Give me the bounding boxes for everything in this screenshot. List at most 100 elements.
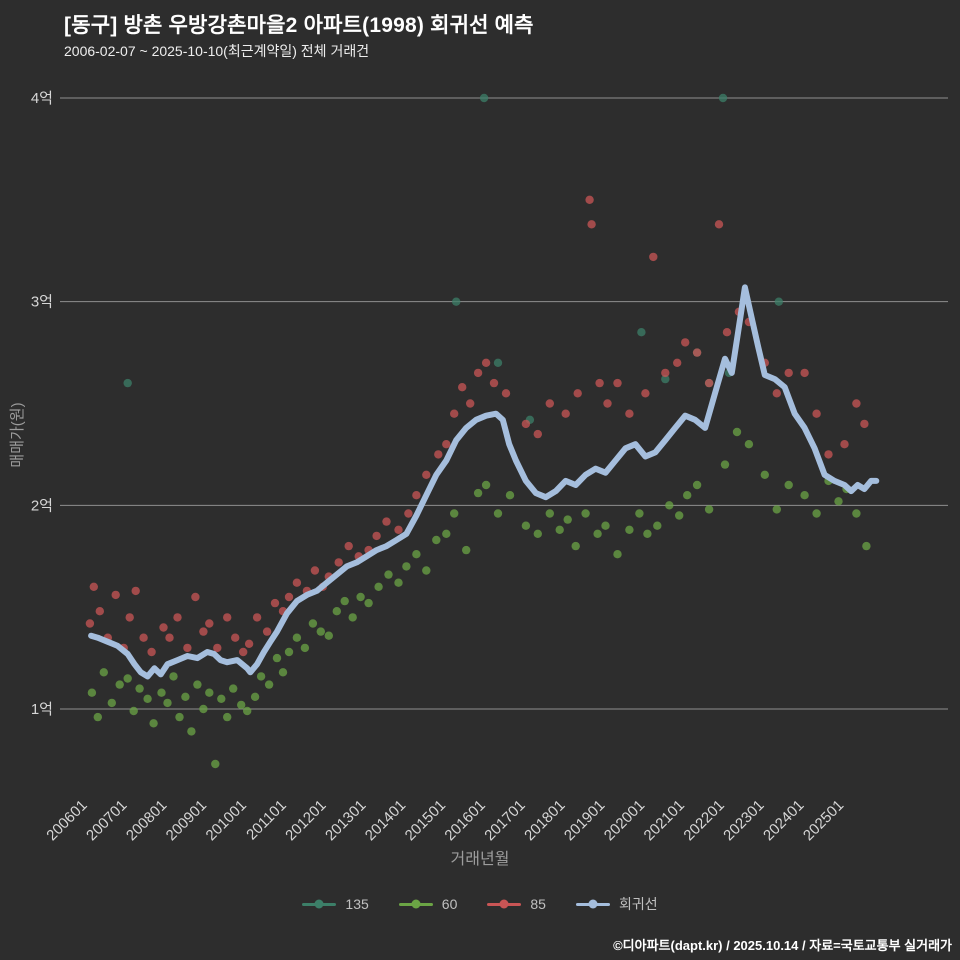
scatter-point-60 [300, 643, 310, 653]
scatter-point-60 [243, 706, 252, 716]
scatter-point-60 [394, 578, 403, 587]
scatter-point-85 [382, 517, 391, 526]
scatter-point-60 [593, 529, 602, 538]
scatter-point-85 [533, 429, 542, 439]
scatter-point-60 [760, 470, 769, 479]
scatter-point-60 [493, 509, 503, 518]
scatter-point-85 [613, 378, 622, 388]
scatter-point-85 [681, 338, 690, 347]
scatter-point-60 [800, 491, 809, 500]
scatter-point-60 [505, 491, 515, 500]
scatter-point-60 [555, 525, 564, 534]
scatter-point-60 [384, 570, 393, 579]
x-tick-label: 202001 [601, 797, 648, 844]
scatter-point-60 [720, 460, 730, 469]
legend-marker-icon [575, 899, 610, 909]
scatter-point-85 [481, 358, 491, 367]
regression-line [88, 284, 880, 680]
scatter-point-85 [191, 592, 200, 602]
footer-credit: ©디아파트(dapt.kr) / 2025.10.14 / 자료=국토교통부 실… [613, 938, 952, 953]
scatter-point-60 [135, 684, 144, 693]
scatter-point-85 [412, 491, 421, 500]
y-tick-label: 2억 [31, 497, 53, 514]
scatter-point-85 [173, 613, 182, 622]
x-tick-label: 201501 [402, 797, 449, 844]
scatter-point-60 [450, 509, 459, 518]
scatter-point-60 [834, 497, 843, 506]
scatter-point-85 [422, 470, 431, 479]
scatter-point-60 [356, 592, 365, 602]
chart-subtitle: 2006-02-07 ~ 2025-10-10(최근계약일) 전체 거래건 [64, 43, 370, 59]
scatter-point-60 [308, 619, 318, 628]
scatter-point-85 [840, 440, 849, 449]
scatter-point-85 [573, 389, 582, 398]
scatter-point-60 [272, 653, 282, 663]
scatter-point-85 [85, 619, 95, 628]
scatter-point-60 [432, 535, 441, 545]
scatter-point-60 [324, 631, 333, 640]
scatter-point-85 [784, 368, 793, 378]
scatter-point-85 [458, 383, 467, 392]
legend-item-60[interactable]: 60 [398, 896, 457, 912]
x-tick-label: 201301 [322, 797, 369, 844]
scatter-point-60 [163, 698, 172, 708]
scatter-point-85 [231, 633, 240, 642]
scatter-point-85 [205, 619, 214, 628]
scatter-point-85 [714, 220, 724, 229]
scatter-point-85 [625, 409, 634, 418]
legend-dot-icon [314, 899, 324, 909]
legend-dot-icon [411, 899, 421, 909]
x-tick-label: 201401 [362, 797, 409, 844]
legend-item-회귀선[interactable]: 회귀선 [575, 894, 658, 914]
scatter-point-60 [481, 480, 491, 490]
scatter-point-60 [581, 509, 590, 518]
scatter-point-85 [244, 639, 254, 648]
scatter-point-60 [374, 582, 383, 591]
scatter-point-85 [561, 409, 570, 418]
scatter-point-60 [123, 674, 132, 683]
x-tick-label: 200801 [123, 797, 170, 844]
scatter-point-60 [521, 521, 531, 530]
scatter-point-60 [250, 692, 260, 701]
scatter-point-60 [264, 680, 274, 689]
y-tick-label: 4억 [31, 90, 53, 107]
scatter-point-85 [501, 389, 511, 398]
chart-title: [동구] 방촌 우방강촌마을2 아파트(1998) 회귀선 예측 [64, 14, 534, 37]
scatter-point-60 [149, 719, 158, 728]
scatter-point-85 [139, 633, 148, 642]
y-axis-title: 매매가(원) [9, 402, 26, 468]
scatter-point-135 [718, 93, 728, 103]
scatter-point-85 [466, 399, 475, 408]
legend-item-85[interactable]: 85 [487, 896, 546, 912]
scatter-point-85 [131, 586, 140, 596]
scatter-point-85 [183, 643, 192, 653]
x-tick-label: 201201 [282, 797, 329, 844]
scatter-point-85 [270, 598, 280, 608]
x-tick-label: 201001 [203, 797, 250, 844]
scatter-point-60 [635, 509, 644, 518]
scatter-point-85 [310, 566, 320, 575]
legend-item-135[interactable]: 135 [302, 896, 369, 912]
scatter-point-60 [601, 521, 610, 530]
scatter-point-60 [412, 550, 421, 559]
scatter-point-85 [223, 613, 232, 622]
scatter-point-85 [89, 582, 99, 591]
x-axis-title: 거래년월 [450, 851, 510, 868]
scatter-point-85 [772, 389, 781, 398]
scatter-point-60 [278, 668, 288, 677]
scatter-point-135 [452, 297, 461, 306]
scatter-point-135 [493, 358, 503, 367]
y-tick-label: 1억 [31, 701, 53, 718]
scatter-point-85 [404, 509, 413, 518]
scatter-point-60 [643, 529, 652, 538]
scatter-point-60 [625, 525, 634, 534]
scatter-point-60 [175, 712, 184, 722]
legend-dot-icon [499, 899, 509, 909]
scatter-point-60 [784, 480, 793, 490]
scatter-point-85 [473, 368, 483, 378]
scatter-point-60 [772, 505, 781, 514]
scatter-point-85 [95, 607, 105, 616]
scatter-point-85 [111, 590, 120, 600]
